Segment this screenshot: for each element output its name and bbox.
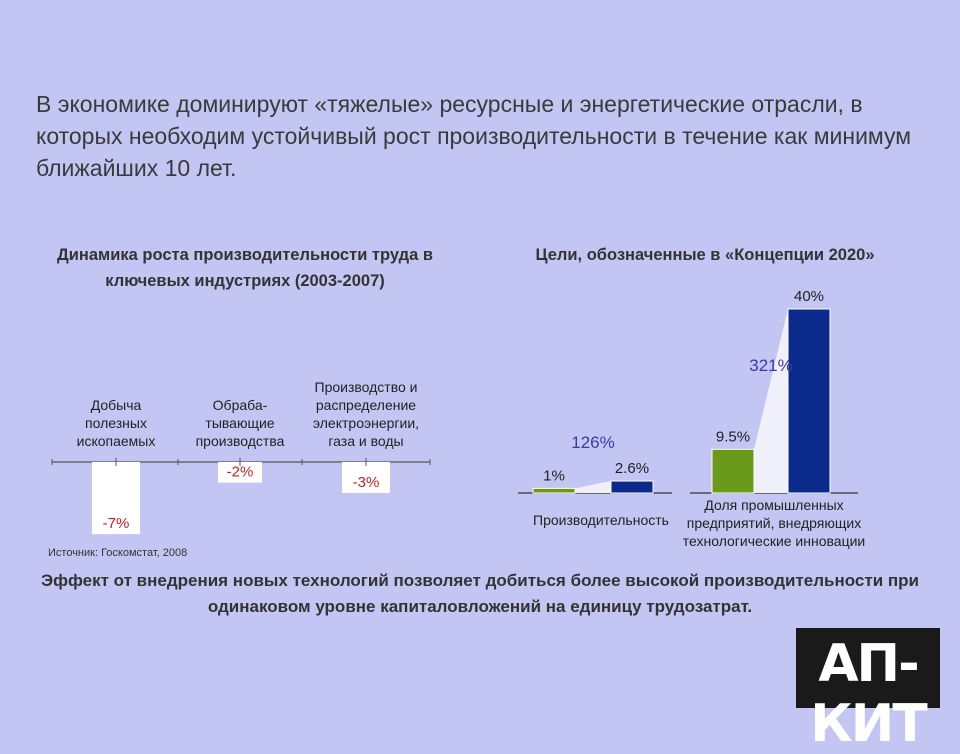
chart-2-group-label: технологические инновации — [683, 533, 865, 549]
chart-1-category-label: Обраба- — [213, 397, 268, 413]
chart-2-bar — [711, 448, 755, 494]
chart-2-group-label: Доля промышленных — [704, 497, 843, 513]
chart-1-bar — [342, 462, 390, 493]
chart-2-bar — [610, 480, 654, 494]
chart-1-value-label: -7% — [103, 515, 130, 532]
headline: В экономике доминируют «тяжелые» ресурсн… — [36, 91, 912, 181]
chart-1-category-label: Добыча — [91, 397, 142, 413]
chart-2-growth-band — [575, 481, 611, 493]
chart-2-value-label: 1% — [543, 467, 565, 484]
chart-1-category-label: Производство и — [315, 379, 418, 395]
chart-1-value-label: -3% — [353, 474, 380, 491]
chart-1-bar — [92, 462, 140, 535]
chart-2-bar — [532, 487, 576, 494]
chart-2-growth-label: 321% — [749, 356, 792, 375]
chart-1-category-label: газа и воды — [328, 433, 403, 449]
chart-1-value-label: -2% — [227, 464, 254, 481]
effect-statement: Эффект от внедрения новых технологий поз… — [41, 571, 919, 616]
charts-canvas: -7% Добыча полезных ископаемых -2% Обраба-тыв… — [51, 288, 865, 549]
chart-1-category-label: электроэнергии, — [313, 415, 419, 431]
chart-1-bar — [218, 462, 262, 483]
chart-1-category-label: производства — [196, 433, 285, 449]
chart-2-growth-band — [754, 309, 788, 493]
chart-1-category-label: ископаемых — [77, 433, 156, 449]
chart-2-value-label: 2.6% — [615, 460, 649, 477]
chart-2-value-label: 9.5% — [716, 428, 750, 445]
chart-1-category-label: распределение — [316, 397, 416, 413]
logo-text: АП-КИТ — [810, 634, 928, 754]
source-note: Источник: Госкомстат, 2008 — [48, 547, 188, 559]
logo: АП-КИТ — [796, 628, 940, 754]
chart-2-growth-label: 126% — [571, 433, 614, 452]
chart-2-value-label: 40% — [794, 288, 824, 305]
chart-1-title: Динамика роста производительности труда … — [56, 246, 434, 290]
chart-2-group-label: предприятий, внедряющих — [687, 515, 861, 531]
chart-2-group-label: Производительность — [533, 512, 669, 528]
chart-1-category-label: полезных — [85, 415, 147, 431]
chart-2-title: Цели, обозначенные в «Концепции 2020» — [535, 246, 875, 264]
chart-1-category-label: тывающие — [205, 415, 274, 431]
chart-2-bar — [787, 308, 831, 494]
